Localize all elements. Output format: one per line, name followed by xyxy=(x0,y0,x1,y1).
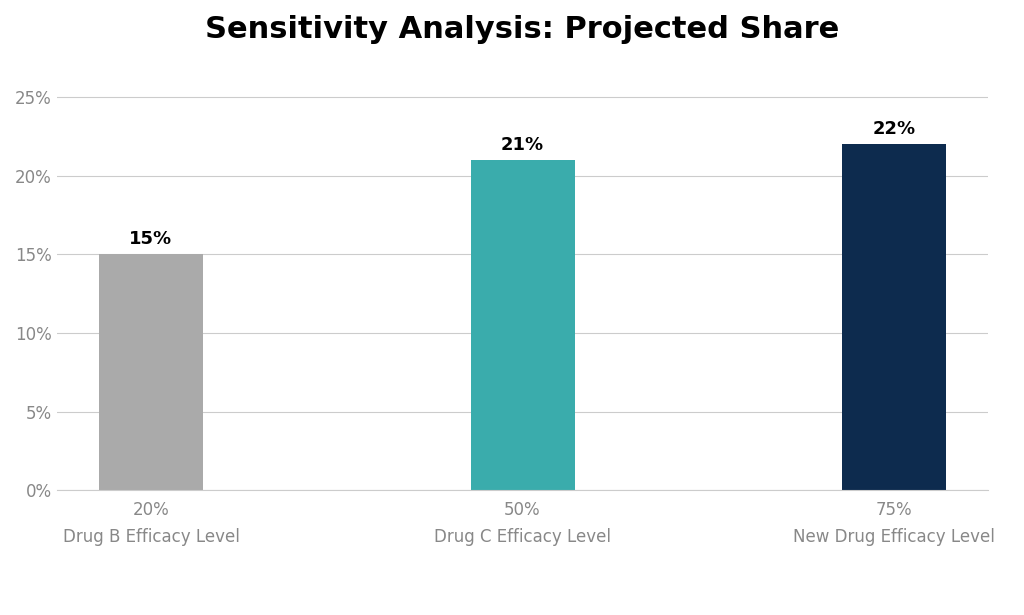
Text: Drug B Efficacy Level: Drug B Efficacy Level xyxy=(62,528,240,546)
Bar xyxy=(99,255,203,490)
Text: 21%: 21% xyxy=(501,136,544,154)
Title: Sensitivity Analysis: Projected Share: Sensitivity Analysis: Projected Share xyxy=(206,15,840,44)
Text: 15%: 15% xyxy=(129,230,173,248)
Text: 22%: 22% xyxy=(872,120,915,138)
Bar xyxy=(470,160,574,490)
Text: Drug C Efficacy Level: Drug C Efficacy Level xyxy=(434,528,611,546)
Text: New Drug Efficacy Level: New Drug Efficacy Level xyxy=(794,528,995,546)
Bar xyxy=(842,145,946,490)
